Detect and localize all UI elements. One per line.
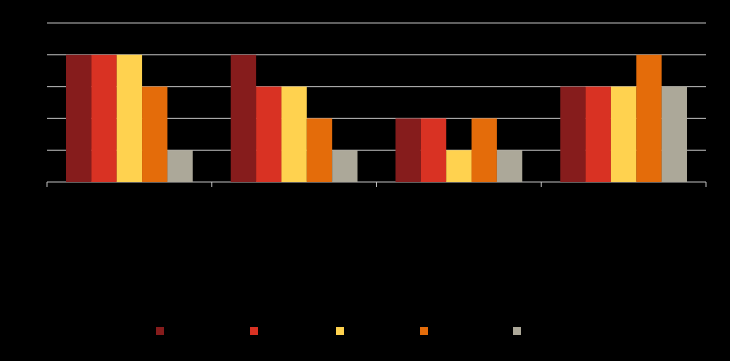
bar xyxy=(91,54,117,182)
bar xyxy=(167,150,193,182)
bar xyxy=(610,86,637,182)
bar xyxy=(306,118,333,182)
legend-swatch xyxy=(250,327,258,335)
bar xyxy=(230,54,257,182)
legend-swatch xyxy=(336,327,344,335)
bar xyxy=(560,86,586,182)
bar xyxy=(395,118,421,182)
legend-swatch xyxy=(156,327,164,335)
legend-swatch xyxy=(513,327,521,335)
bar xyxy=(446,150,472,182)
bar xyxy=(496,150,523,182)
bar xyxy=(420,118,447,182)
bar xyxy=(142,86,168,182)
bar xyxy=(636,54,662,182)
bar xyxy=(66,54,92,182)
bar xyxy=(281,86,307,182)
bar xyxy=(332,150,358,182)
bar xyxy=(256,86,282,182)
bar xyxy=(116,54,143,182)
bar xyxy=(471,118,497,182)
bar xyxy=(661,86,687,182)
bar xyxy=(585,86,611,182)
legend-swatch xyxy=(420,327,428,335)
